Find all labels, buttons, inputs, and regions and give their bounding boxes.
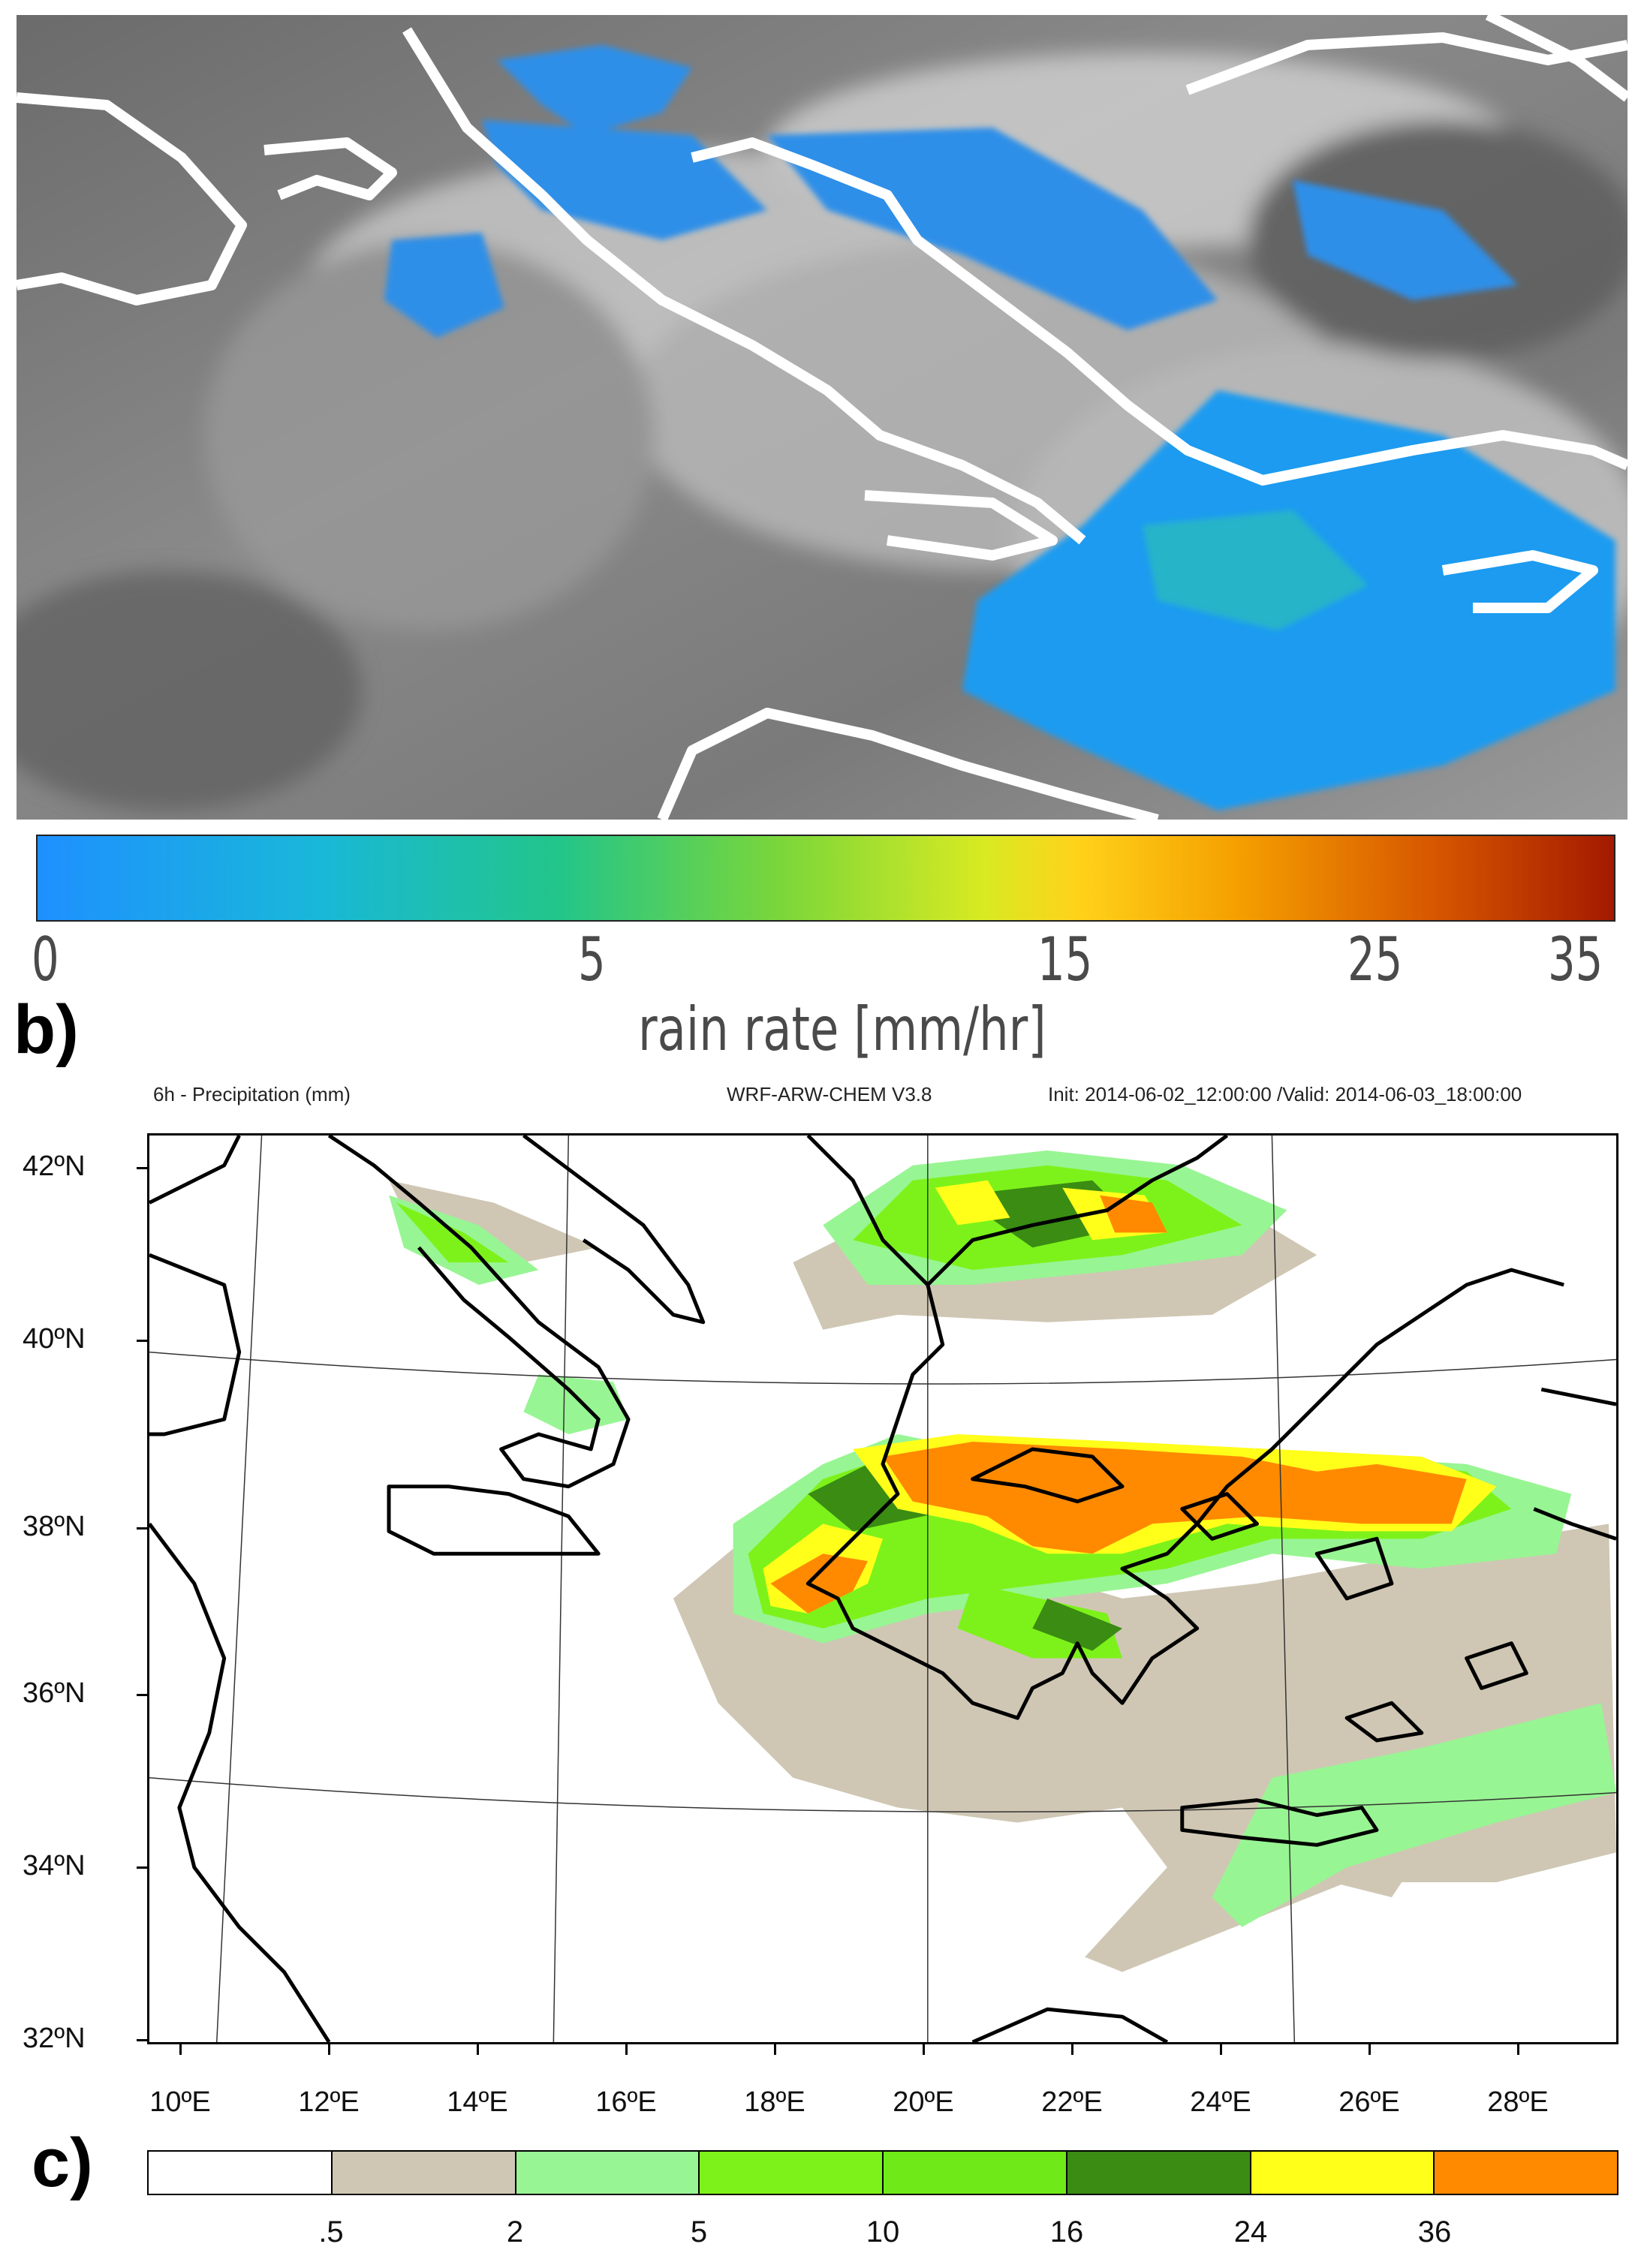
legend-level-label: 2 [506, 2215, 524, 2248]
lon-tick [774, 2044, 776, 2055]
lon-tick [923, 2044, 925, 2055]
colorbar-tick-25: 25 [1347, 925, 1403, 994]
legend-swatch [332, 2152, 516, 2194]
rain-areas [384, 45, 1615, 811]
lon-label-22e: 22ºE [1041, 2086, 1103, 2118]
lat-tick [137, 1694, 147, 1696]
panel-letter-b: b) [14, 991, 79, 1068]
lon-label-26e: 26ºE [1338, 2086, 1400, 2118]
lat-tick [137, 1340, 147, 1342]
lon-tick [1220, 2044, 1222, 2055]
lon-tick [625, 2044, 628, 2055]
legend-level-label: 5 [690, 2215, 708, 2248]
precipitation-legend [147, 2150, 1618, 2195]
legend-level-label: 36 [1417, 2215, 1452, 2248]
colorbar-tick-35: 35 [1548, 925, 1603, 994]
lat-tick [137, 1866, 147, 1869]
panel-letter-c: c) [32, 2125, 93, 2201]
lat-label-32n: 32ºN [23, 2023, 86, 2054]
legend-swatch [1067, 2152, 1251, 2194]
lon-tick [179, 2044, 182, 2055]
plot-header-center: WRF-ARW-CHEM V3.8 [727, 1083, 932, 1105]
lat-label-34n: 34ºN [23, 1850, 86, 1881]
lon-tick [1071, 2044, 1073, 2055]
lon-tick [477, 2044, 479, 2055]
satellite-rain-rate-image [17, 15, 1627, 820]
plot-header-left: 6h - Precipitation (mm) [153, 1083, 351, 1105]
legend-level-label: 24 [1233, 2215, 1268, 2248]
lat-tick [137, 1527, 147, 1530]
lon-label-20e: 20ºE [893, 2086, 954, 2118]
legend-swatch [516, 2152, 700, 2194]
legend-swatch [700, 2152, 884, 2194]
lat-label-36n: 36ºN [23, 1677, 86, 1709]
lon-label-16e: 16ºE [595, 2086, 657, 2118]
colorbar-tick-15: 15 [1037, 925, 1093, 994]
wrf-precipitation-map [147, 1133, 1618, 2044]
colorbar-tick-0: 0 [32, 925, 59, 994]
lon-label-24e: 24ºE [1190, 2086, 1251, 2118]
lat-tick [137, 2039, 147, 2041]
lon-tick [1517, 2044, 1519, 2055]
lon-label-12e: 12ºE [298, 2086, 360, 2118]
lon-tick [328, 2044, 330, 2055]
colorbar-tick-5: 5 [578, 925, 606, 994]
lat-tick [137, 1167, 147, 1169]
legend-level-label: 10 [866, 2215, 900, 2248]
lon-tick [1369, 2044, 1371, 2055]
lon-label-18e: 18ºE [744, 2086, 805, 2118]
legend-swatch [1251, 2152, 1435, 2194]
plot-header-right: Init: 2014-06-02_12:00:00 /Valid: 2014-0… [1048, 1083, 1522, 1105]
lat-label-40n: 40ºN [23, 1323, 86, 1355]
legend-swatch [1435, 2152, 1617, 2194]
lat-label-42n: 42ºN [23, 1151, 86, 1182]
legend-level-label: .5 [318, 2215, 344, 2248]
legend-level-label: 16 [1049, 2215, 1084, 2248]
coastlines [149, 1136, 1616, 2042]
lon-label-10e: 10ºE [149, 2086, 211, 2118]
coastlines [17, 15, 1627, 820]
lon-label-14e: 14ºE [447, 2086, 508, 2118]
rain-rate-colorbar [36, 835, 1615, 922]
colorbar-label: rain rate [mm/hr] [638, 994, 1046, 1064]
legend-swatch [884, 2152, 1067, 2194]
legend-swatch [149, 2152, 333, 2194]
lat-label-38n: 38ºN [23, 1511, 86, 1542]
lon-label-28e: 28ºE [1487, 2086, 1549, 2118]
